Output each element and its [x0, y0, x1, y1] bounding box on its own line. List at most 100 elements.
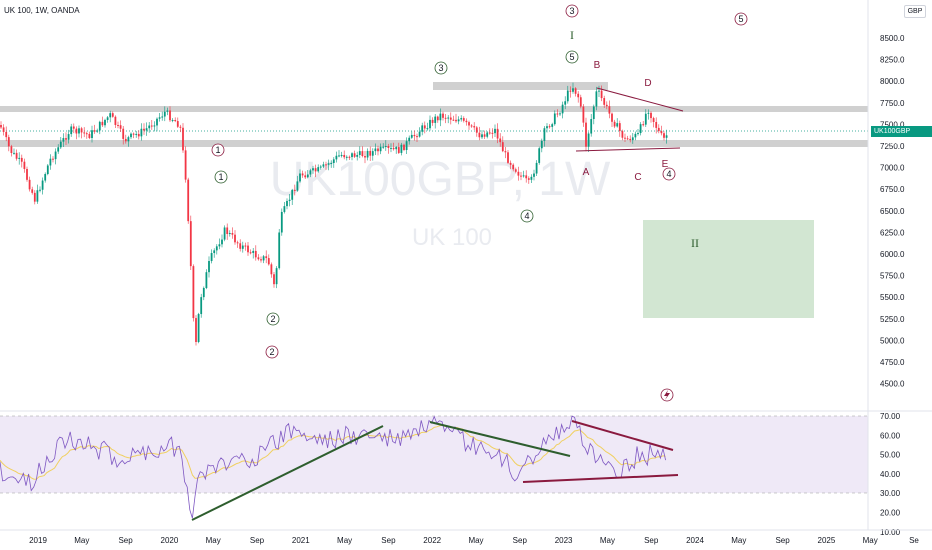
candle-body: [18, 157, 21, 159]
candle-body: [247, 245, 249, 253]
wave-3-red: 3: [565, 4, 579, 18]
candle-body: [642, 124, 645, 126]
candle-body: [579, 97, 582, 107]
time-axis-tick: 2023: [555, 536, 573, 545]
resistance-band-upper: [433, 82, 608, 90]
candle-body: [590, 119, 593, 134]
candle-body: [28, 179, 31, 190]
rsi-trend-green-2: [429, 421, 571, 457]
time-axis-tick: 2020: [161, 536, 179, 545]
candle-body: [145, 128, 148, 131]
candle-body: [93, 130, 96, 132]
price-axis-tick: 7750.0: [880, 99, 905, 108]
candle-body: [525, 175, 528, 179]
candle-body: [416, 136, 418, 138]
candle-body: [384, 146, 387, 148]
candle-body: [587, 133, 590, 147]
candle-body: [111, 113, 114, 117]
price-axis-tick: 6000.0: [880, 250, 905, 259]
wave-e: E: [662, 159, 669, 170]
candle-body: [221, 239, 223, 245]
candle-body: [72, 126, 75, 129]
candle-body: [429, 119, 431, 129]
candle-body: [556, 113, 559, 115]
candle-body: [403, 144, 405, 150]
candle-body: [335, 155, 338, 160]
candle-body: [491, 132, 494, 134]
candle-body: [150, 125, 153, 127]
currency-button[interactable]: GBP: [904, 5, 926, 18]
candle-body: [234, 234, 236, 243]
candle-body: [109, 113, 112, 118]
time-axis[interactable]: 2019 May Sep 2020 May Sep 2021 May Sep 2022 May Sep…: [29, 536, 919, 545]
svg-text:4: 4: [524, 211, 529, 221]
candle-body: [208, 261, 210, 273]
rsi-trend-green-1: [191, 425, 384, 521]
candle-body: [200, 297, 203, 315]
rsi-trend-red-lower: [522, 474, 679, 483]
candle-body: [31, 189, 34, 193]
candle-body: [475, 127, 478, 133]
chart-title: UK 100, 1W, OANDA: [4, 6, 80, 15]
candle-body: [273, 274, 275, 285]
lightning-icon[interactable]: [660, 388, 674, 402]
candle-body: [20, 157, 23, 162]
candle-body: [527, 178, 530, 180]
time-axis-tick: 2019: [29, 536, 47, 545]
candle-body: [262, 256, 265, 261]
price-axis-tick: 6500.0: [880, 207, 905, 216]
candle-body: [325, 164, 327, 166]
candle-body: [236, 242, 239, 244]
candle-body: [10, 146, 13, 154]
price-axis[interactable]: 8500.0 8250.0 8000.0 7750.0 7500.0 7250.0 7000…: [880, 34, 905, 389]
candle-body: [663, 133, 665, 138]
candle-body: [189, 221, 192, 267]
wave-2-green: 2: [266, 312, 280, 326]
price-axis-tick: 8000.0: [880, 77, 905, 86]
candle-body: [657, 127, 660, 132]
wave-3-green: 3: [434, 61, 448, 75]
candle-body: [592, 106, 595, 120]
candle-body: [88, 133, 91, 139]
price-axis-tick: 7250.0: [880, 142, 905, 151]
candle-body: [314, 168, 317, 172]
candle-body: [621, 131, 624, 138]
target-zone: [643, 220, 814, 318]
candle-body: [132, 133, 135, 135]
rsi-axis[interactable]: 70.00 60.00 50.00 40.00 30.00 20.00 10.00: [880, 412, 901, 537]
time-axis-tick: May: [74, 536, 89, 545]
time-axis-tick: Sep: [775, 536, 790, 545]
candle-body: [244, 245, 247, 247]
rsi-ma-line: [0, 424, 666, 480]
candle-body: [569, 90, 572, 92]
candle-body: [452, 119, 455, 121]
candle-body: [488, 132, 491, 134]
candle-body: [75, 128, 78, 134]
candle-body: [509, 162, 512, 165]
candle-body: [163, 111, 166, 117]
candle-body: [603, 98, 606, 105]
candle-body: [504, 151, 507, 153]
candle-body: [70, 126, 73, 135]
rsi-axis-tick: 30.00: [880, 489, 901, 498]
rsi-axis-tick: 10.00: [880, 528, 901, 537]
candle-body: [572, 88, 574, 92]
time-axis-tick: May: [206, 536, 221, 545]
candle-body: [49, 158, 52, 166]
candle-body: [647, 112, 650, 114]
triangle-lower-line: [575, 147, 681, 152]
candle-body: [522, 175, 525, 177]
candle-body: [455, 119, 457, 122]
candle-body: [377, 148, 379, 152]
candle-body: [660, 131, 663, 134]
candle-body: [616, 123, 619, 127]
candle-body: [481, 134, 483, 138]
candle-body: [260, 259, 262, 261]
candle-body: [392, 147, 395, 150]
candle-body: [600, 90, 603, 99]
candle-body: [618, 123, 621, 132]
rsi-axis-tick: 20.00: [880, 509, 901, 518]
candle-body: [265, 256, 268, 259]
candle-body: [7, 137, 10, 147]
